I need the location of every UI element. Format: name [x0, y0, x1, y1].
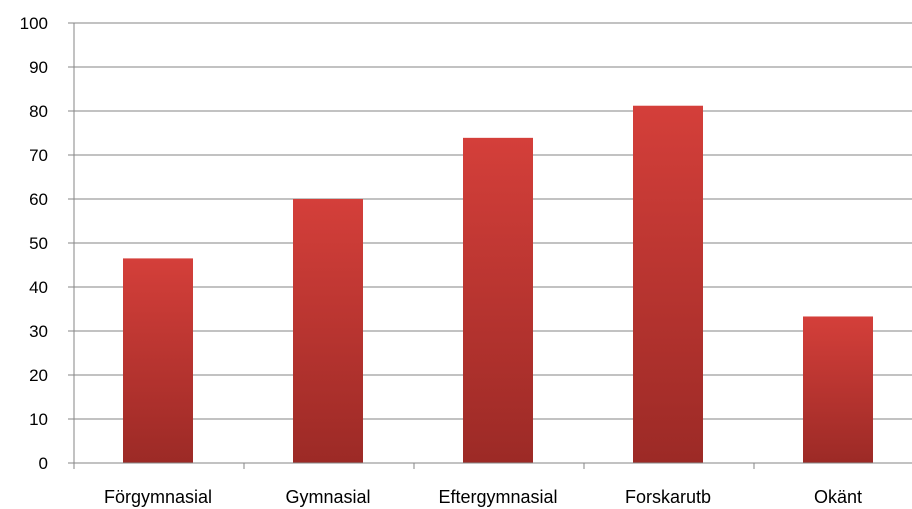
bar-okänt [803, 316, 873, 463]
bars [123, 105, 873, 463]
y-tick-label: 0 [39, 454, 48, 473]
bar-förgymnasial [123, 258, 193, 463]
y-tick-label: 80 [29, 102, 48, 121]
x-tick-label: Eftergymnasial [438, 487, 557, 507]
x-tick-label: Gymnasial [285, 487, 370, 507]
y-tick-label: 50 [29, 234, 48, 253]
y-tick-label: 30 [29, 322, 48, 341]
y-tick-label: 20 [29, 366, 48, 385]
y-tick-label: 60 [29, 190, 48, 209]
x-tick-label: Forskarutb [625, 487, 711, 507]
y-tick-label: 70 [29, 146, 48, 165]
y-tick-label: 10 [29, 410, 48, 429]
bar-forskarutb [633, 105, 703, 463]
x-tick-label: Okänt [814, 487, 862, 507]
bar-eftergymnasial [463, 137, 533, 463]
x-tick-label: Förgymnasial [104, 487, 212, 507]
y-tick-label: 40 [29, 278, 48, 297]
y-tick-label: 90 [29, 58, 48, 77]
y-tick-label: 100 [20, 14, 48, 33]
axes [68, 22, 912, 469]
bar-gymnasial [293, 199, 363, 463]
labels: 0 10 20 30 40 50 60 70 80 90 100 Förgymnasial Gymnas… [20, 14, 862, 507]
